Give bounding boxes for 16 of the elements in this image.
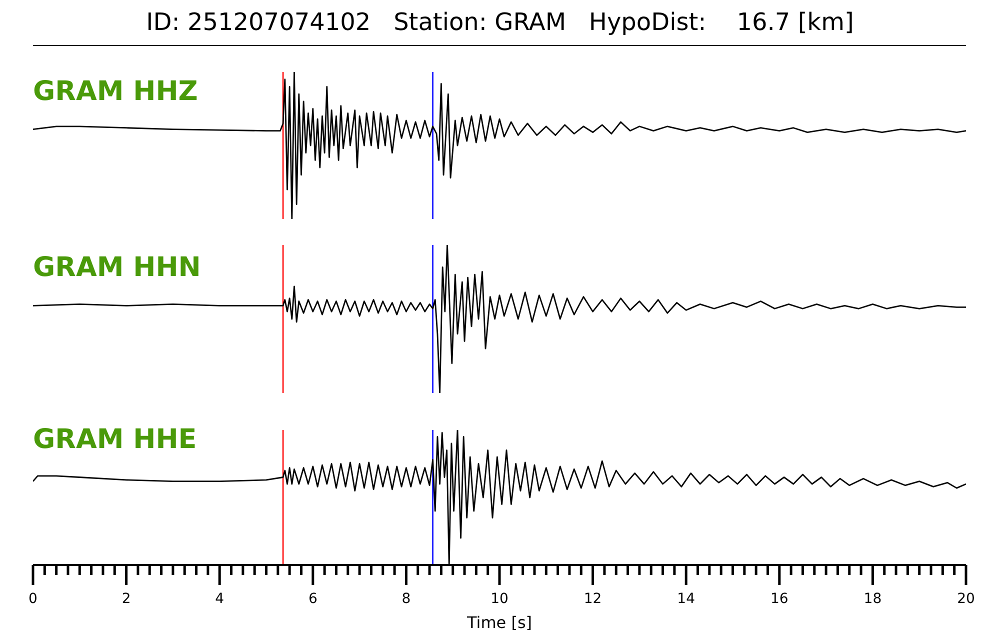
x-tick-label: 4: [215, 591, 224, 607]
x-tick-label: 20: [957, 591, 975, 607]
x-tick-label: 16: [770, 591, 788, 607]
chart-title: ID: 251207074102 Station: GRAM HypoDist: 16.7 [km]: [145, 8, 855, 36]
x-tick-label: 12: [584, 591, 602, 607]
x-tick-label: 6: [308, 591, 318, 607]
x-tick-label: 0: [28, 591, 38, 607]
x-axis-title: Time [s]: [466, 613, 532, 632]
x-tick-label: 14: [677, 591, 696, 607]
x-tick-label: 18: [864, 591, 882, 607]
series-label: GRAM HHN: [33, 252, 201, 283]
x-tick-label: 10: [490, 591, 508, 607]
series-label: GRAM HHE: [33, 424, 197, 455]
x-tick-label: 8: [402, 591, 411, 607]
x-tick-label: 2: [122, 591, 131, 607]
series-label: GRAM HHZ: [33, 76, 198, 107]
